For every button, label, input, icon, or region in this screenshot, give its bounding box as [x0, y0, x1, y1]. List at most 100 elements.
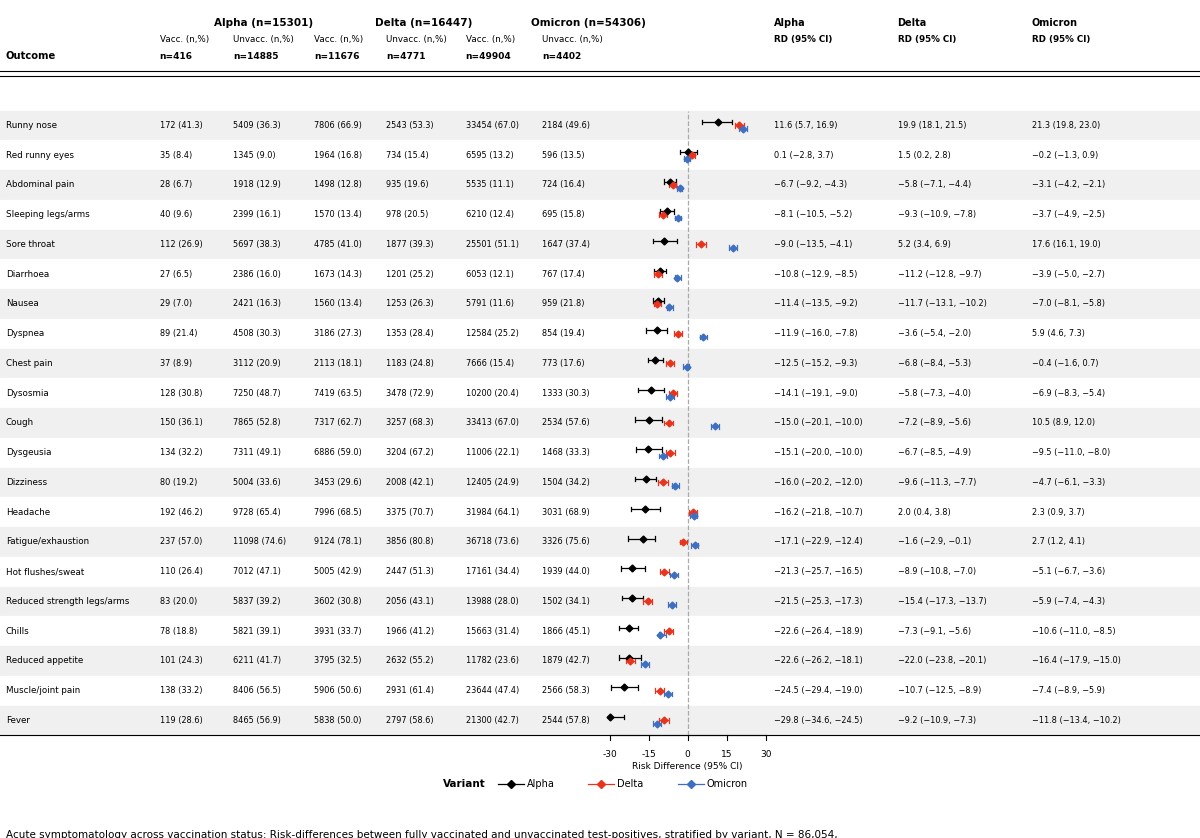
Text: 28 (6.7): 28 (6.7) [160, 180, 192, 189]
Text: Acute symptomatology across vaccination status: Risk-differences between fully v: Acute symptomatology across vaccination … [6, 830, 838, 838]
Text: 2566 (58.3): 2566 (58.3) [542, 686, 590, 696]
Text: 2056 (43.1): 2056 (43.1) [386, 597, 434, 606]
Text: 1560 (13.4): 1560 (13.4) [314, 299, 362, 308]
Text: −7.0 (−8.1, −5.8): −7.0 (−8.1, −5.8) [1032, 299, 1105, 308]
Text: −4.7 (−6.1, −3.3): −4.7 (−6.1, −3.3) [1032, 478, 1105, 487]
Bar [0, 468, 1200, 497]
Text: 1964 (16.8): 1964 (16.8) [314, 151, 362, 160]
Text: −22.0 (−23.8, −20.1): −22.0 (−23.8, −20.1) [898, 656, 986, 665]
Text: 0.1 (−2.8, 3.7): 0.1 (−2.8, 3.7) [774, 151, 834, 160]
Text: n=49904: n=49904 [466, 52, 511, 61]
Text: RD (95% CI): RD (95% CI) [1032, 35, 1091, 44]
Text: Variant: Variant [443, 779, 486, 789]
Text: −22.6 (−26.2, −18.1): −22.6 (−26.2, −18.1) [774, 656, 863, 665]
Text: 767 (17.4): 767 (17.4) [542, 270, 586, 279]
Text: -15: -15 [641, 751, 656, 759]
Text: n=4402: n=4402 [542, 52, 582, 61]
Text: Omicron: Omicron [707, 779, 748, 789]
Text: Reduced appetite: Reduced appetite [6, 656, 83, 665]
Text: 1353 (28.4): 1353 (28.4) [386, 329, 434, 339]
Text: 27 (6.5): 27 (6.5) [160, 270, 192, 279]
Text: Sleeping legs/arms: Sleeping legs/arms [6, 210, 90, 220]
Text: 734 (15.4): 734 (15.4) [386, 151, 430, 160]
Text: 17161 (34.4): 17161 (34.4) [466, 567, 518, 577]
Text: −0.4 (−1.6, 0.7): −0.4 (−1.6, 0.7) [1032, 359, 1098, 368]
Text: 36718 (73.6): 36718 (73.6) [466, 537, 518, 546]
Text: 7666 (15.4): 7666 (15.4) [466, 359, 514, 368]
Text: 959 (21.8): 959 (21.8) [542, 299, 584, 308]
Text: Sore throat: Sore throat [6, 240, 55, 249]
Text: Chest pain: Chest pain [6, 359, 53, 368]
Text: −21.3 (−25.7, −16.5): −21.3 (−25.7, −16.5) [774, 567, 863, 577]
Text: 5821 (39.1): 5821 (39.1) [233, 627, 281, 636]
Text: 3856 (80.8): 3856 (80.8) [386, 537, 434, 546]
Text: 12405 (24.9): 12405 (24.9) [466, 478, 518, 487]
Text: −3.7 (−4.9, −2.5): −3.7 (−4.9, −2.5) [1032, 210, 1105, 220]
Text: −16.2 (−21.8, −10.7): −16.2 (−21.8, −10.7) [774, 508, 863, 517]
Text: −11.2 (−12.8, −9.7): −11.2 (−12.8, −9.7) [898, 270, 982, 279]
Text: 724 (16.4): 724 (16.4) [542, 180, 586, 189]
Text: 89 (21.4): 89 (21.4) [160, 329, 197, 339]
Text: 978 (20.5): 978 (20.5) [386, 210, 428, 220]
Text: Omicron: Omicron [1032, 18, 1078, 28]
Text: 2.0 (0.4, 3.8): 2.0 (0.4, 3.8) [898, 508, 950, 517]
Text: 29 (7.0): 29 (7.0) [160, 299, 192, 308]
Text: −15.1 (−20.0, −10.0): −15.1 (−20.0, −10.0) [774, 448, 863, 458]
Text: n=14885: n=14885 [233, 52, 278, 61]
Text: −0.2 (−1.3, 0.9): −0.2 (−1.3, 0.9) [1032, 151, 1098, 160]
Text: −29.8 (−34.6, −24.5): −29.8 (−34.6, −24.5) [774, 716, 863, 725]
Text: 78 (18.8): 78 (18.8) [160, 627, 197, 636]
Text: Alpha: Alpha [774, 18, 805, 28]
Text: 2797 (58.6): 2797 (58.6) [386, 716, 434, 725]
Text: 6053 (12.1): 6053 (12.1) [466, 270, 514, 279]
Text: 15: 15 [721, 751, 732, 759]
Text: Unvacc. (n,%): Unvacc. (n,%) [542, 35, 604, 44]
Text: 854 (19.4): 854 (19.4) [542, 329, 586, 339]
Bar [0, 497, 1200, 527]
Text: Unvacc. (n,%): Unvacc. (n,%) [233, 35, 294, 44]
Text: −9.6 (−11.3, −7.7): −9.6 (−11.3, −7.7) [898, 478, 976, 487]
Text: 172 (41.3): 172 (41.3) [160, 121, 203, 130]
Text: 2113 (18.1): 2113 (18.1) [314, 359, 362, 368]
Text: 1879 (42.7): 1879 (42.7) [542, 656, 590, 665]
Text: 13988 (28.0): 13988 (28.0) [466, 597, 518, 606]
Text: 2421 (16.3): 2421 (16.3) [233, 299, 281, 308]
Bar [0, 706, 1200, 736]
Bar [0, 437, 1200, 468]
Text: Vacc. (n,%): Vacc. (n,%) [314, 35, 364, 44]
Text: Hot flushes/sweat: Hot flushes/sweat [6, 567, 84, 577]
Text: Delta: Delta [898, 18, 926, 28]
Text: 3186 (27.3): 3186 (27.3) [314, 329, 362, 339]
Text: 596 (13.5): 596 (13.5) [542, 151, 586, 160]
Text: 2.7 (1.2, 4.1): 2.7 (1.2, 4.1) [1032, 537, 1085, 546]
Bar [0, 230, 1200, 260]
Text: −5.1 (−6.7, −3.6): −5.1 (−6.7, −3.6) [1032, 567, 1105, 577]
Text: n=4771: n=4771 [386, 52, 426, 61]
Text: 31984 (64.1): 31984 (64.1) [466, 508, 518, 517]
Text: 33454 (67.0): 33454 (67.0) [466, 121, 518, 130]
Text: 2931 (61.4): 2931 (61.4) [386, 686, 434, 696]
Text: −6.7 (−9.2, −4.3): −6.7 (−9.2, −4.3) [774, 180, 847, 189]
Text: −1.6 (−2.9, −0.1): −1.6 (−2.9, −0.1) [898, 537, 971, 546]
Text: Cough: Cough [6, 418, 34, 427]
Text: 237 (57.0): 237 (57.0) [160, 537, 202, 546]
Text: 1570 (13.4): 1570 (13.4) [314, 210, 362, 220]
Text: Dyspnea: Dyspnea [6, 329, 44, 339]
Text: 5535 (11.1): 5535 (11.1) [466, 180, 514, 189]
Text: −16.4 (−17.9, −15.0): −16.4 (−17.9, −15.0) [1032, 656, 1121, 665]
Text: Abdominal pain: Abdominal pain [6, 180, 74, 189]
Text: 17.6 (16.1, 19.0): 17.6 (16.1, 19.0) [1032, 240, 1100, 249]
Text: 6211 (41.7): 6211 (41.7) [233, 656, 281, 665]
Text: −7.4 (−8.9, −5.9): −7.4 (−8.9, −5.9) [1032, 686, 1105, 696]
Text: −3.9 (−5.0, −2.7): −3.9 (−5.0, −2.7) [1032, 270, 1105, 279]
Text: 5838 (50.0): 5838 (50.0) [314, 716, 362, 725]
Bar [0, 587, 1200, 616]
Text: 134 (32.2): 134 (32.2) [160, 448, 203, 458]
Text: 1183 (24.8): 1183 (24.8) [386, 359, 434, 368]
Text: Vacc. (n,%): Vacc. (n,%) [160, 35, 209, 44]
Text: 128 (30.8): 128 (30.8) [160, 389, 202, 398]
Text: 5409 (36.3): 5409 (36.3) [233, 121, 281, 130]
Text: Runny nose: Runny nose [6, 121, 58, 130]
Text: 21.3 (19.8, 23.0): 21.3 (19.8, 23.0) [1032, 121, 1100, 130]
Text: −15.0 (−20.1, −10.0): −15.0 (−20.1, −10.0) [774, 418, 863, 427]
